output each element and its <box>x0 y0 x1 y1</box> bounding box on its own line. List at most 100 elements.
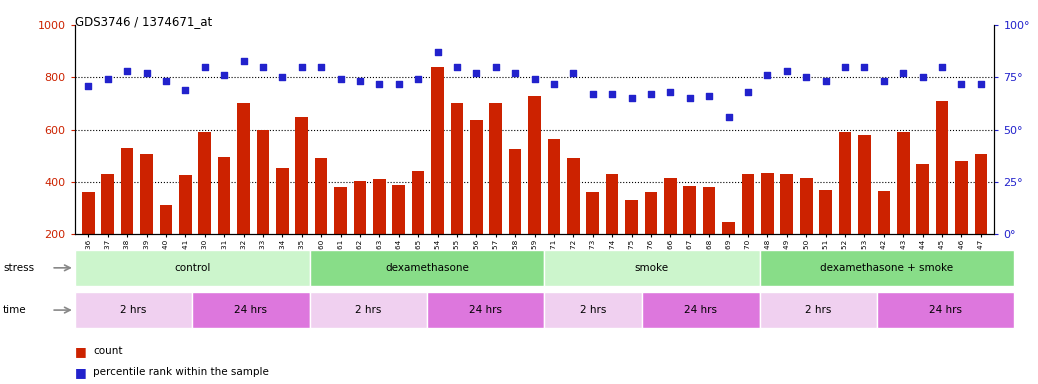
Point <box>623 95 639 101</box>
Point <box>430 49 446 55</box>
Point <box>371 81 387 87</box>
Bar <box>722 222 735 286</box>
Point <box>875 78 892 84</box>
Point <box>274 74 291 80</box>
Bar <box>606 174 619 286</box>
Text: 2 hrs: 2 hrs <box>580 305 606 315</box>
Point <box>973 81 989 87</box>
Point <box>507 70 523 76</box>
Point <box>468 70 485 76</box>
Point <box>312 64 329 70</box>
Point <box>953 81 969 87</box>
Bar <box>179 175 192 286</box>
Text: 2 hrs: 2 hrs <box>805 305 831 315</box>
Bar <box>858 135 871 286</box>
Bar <box>276 167 289 286</box>
Bar <box>760 292 877 328</box>
Point <box>236 58 252 64</box>
Bar <box>544 292 643 328</box>
Bar <box>586 192 599 286</box>
Text: stress: stress <box>3 263 34 273</box>
Point <box>584 91 601 97</box>
Bar <box>309 292 427 328</box>
Text: percentile rank within the sample: percentile rank within the sample <box>93 367 269 377</box>
Bar <box>334 187 347 286</box>
Point <box>352 78 368 84</box>
Bar <box>742 174 755 286</box>
Text: time: time <box>3 305 27 315</box>
Bar <box>198 132 211 286</box>
Bar <box>218 157 230 286</box>
Bar <box>75 250 309 286</box>
Bar <box>528 96 541 286</box>
Text: GDS3746 / 1374671_at: GDS3746 / 1374671_at <box>75 15 212 28</box>
Point <box>798 74 815 80</box>
Bar <box>645 192 657 286</box>
Point <box>526 76 543 83</box>
Bar <box>548 139 561 286</box>
Point <box>196 64 213 70</box>
Point <box>740 89 757 95</box>
Bar <box>664 178 677 286</box>
Text: ■: ■ <box>75 366 86 379</box>
Bar <box>625 200 638 286</box>
Bar <box>354 180 366 286</box>
Point <box>410 76 427 83</box>
Point <box>294 64 310 70</box>
Bar <box>82 192 94 286</box>
Bar <box>431 67 444 286</box>
Point <box>643 91 659 97</box>
Text: 24 hrs: 24 hrs <box>684 305 717 315</box>
Bar <box>683 186 696 286</box>
Bar <box>567 158 579 286</box>
Point <box>662 89 679 95</box>
Point <box>546 81 563 87</box>
Bar <box>238 103 250 286</box>
Bar <box>450 103 463 286</box>
Point <box>856 64 873 70</box>
Bar <box>509 149 521 286</box>
Point <box>934 64 951 70</box>
Point <box>720 114 737 120</box>
Bar <box>373 179 386 286</box>
Bar <box>544 250 760 286</box>
Point <box>488 64 504 70</box>
Bar <box>140 154 153 286</box>
Point <box>448 64 465 70</box>
Bar <box>490 103 502 286</box>
Text: dexamethasone + smoke: dexamethasone + smoke <box>820 263 953 273</box>
Point <box>914 74 931 80</box>
Bar <box>781 174 793 286</box>
Bar <box>102 174 114 286</box>
Bar <box>761 173 773 286</box>
Bar <box>192 292 309 328</box>
Point <box>138 70 155 76</box>
Bar <box>412 171 425 286</box>
Point <box>778 68 795 74</box>
Bar <box>975 154 987 286</box>
Point <box>254 64 271 70</box>
Bar <box>935 101 949 286</box>
Point <box>216 72 233 78</box>
Point <box>177 87 194 93</box>
Point <box>682 95 699 101</box>
Text: 24 hrs: 24 hrs <box>469 305 502 315</box>
Bar <box>643 292 760 328</box>
Point <box>701 93 717 99</box>
Bar <box>256 129 269 286</box>
Text: count: count <box>93 346 122 356</box>
Bar <box>877 292 1014 328</box>
Bar <box>470 121 483 286</box>
Bar <box>392 185 405 286</box>
Point <box>759 72 775 78</box>
Point <box>565 70 581 76</box>
Bar <box>427 292 544 328</box>
Point <box>895 70 911 76</box>
Text: dexamethasone: dexamethasone <box>385 263 469 273</box>
Text: control: control <box>174 263 211 273</box>
Point <box>817 78 834 84</box>
Bar <box>703 187 715 286</box>
Bar <box>296 116 308 286</box>
Bar <box>315 158 327 286</box>
Bar <box>760 250 1014 286</box>
